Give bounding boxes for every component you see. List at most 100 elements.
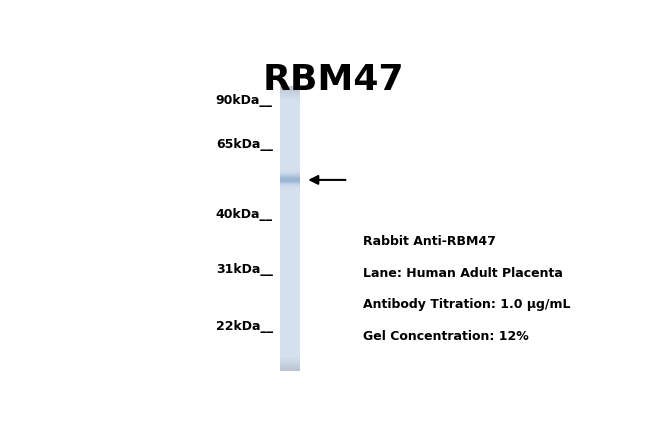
Bar bbox=[280, 127, 300, 128]
Bar bbox=[280, 261, 300, 262]
Bar bbox=[280, 132, 300, 133]
Bar bbox=[280, 172, 300, 173]
Bar bbox=[280, 163, 300, 165]
Bar bbox=[280, 117, 300, 118]
Bar bbox=[280, 263, 300, 264]
Bar bbox=[280, 194, 300, 195]
Bar bbox=[280, 232, 300, 233]
Bar bbox=[280, 137, 300, 138]
Bar bbox=[280, 152, 300, 153]
Bar bbox=[280, 135, 300, 136]
Bar bbox=[280, 128, 300, 130]
Bar bbox=[280, 347, 300, 349]
Bar bbox=[280, 271, 300, 273]
Bar bbox=[280, 318, 300, 319]
Bar bbox=[280, 155, 300, 156]
Bar bbox=[280, 256, 300, 257]
Bar bbox=[280, 130, 300, 131]
Bar bbox=[280, 200, 300, 201]
Bar bbox=[280, 93, 300, 94]
Bar bbox=[280, 97, 300, 98]
Bar bbox=[280, 366, 300, 367]
Bar bbox=[280, 234, 300, 235]
Bar bbox=[280, 91, 300, 92]
Bar bbox=[280, 158, 300, 159]
Bar bbox=[280, 143, 300, 144]
Bar bbox=[280, 279, 300, 280]
Bar bbox=[280, 90, 300, 92]
Bar bbox=[280, 315, 300, 316]
Text: Rabbit Anti-RBM47: Rabbit Anti-RBM47 bbox=[363, 235, 496, 248]
Bar bbox=[280, 188, 300, 189]
Bar bbox=[280, 140, 300, 142]
Bar bbox=[280, 308, 300, 310]
Bar bbox=[280, 359, 300, 360]
Bar bbox=[280, 222, 300, 223]
Bar bbox=[280, 264, 300, 265]
Bar bbox=[280, 323, 300, 324]
Bar bbox=[280, 250, 300, 251]
Bar bbox=[280, 253, 300, 254]
Bar bbox=[280, 283, 300, 284]
Bar bbox=[280, 324, 300, 326]
Bar bbox=[280, 180, 300, 181]
Bar bbox=[280, 156, 300, 157]
Bar bbox=[280, 153, 300, 154]
Bar bbox=[280, 139, 300, 140]
Bar bbox=[280, 360, 300, 362]
Bar bbox=[280, 242, 300, 243]
Bar bbox=[280, 204, 300, 205]
Bar bbox=[280, 197, 300, 198]
Bar bbox=[280, 195, 300, 197]
Bar bbox=[280, 270, 300, 271]
Bar bbox=[280, 316, 300, 317]
Text: 31kDa__: 31kDa__ bbox=[216, 263, 273, 276]
Bar bbox=[280, 344, 300, 346]
Bar bbox=[280, 87, 300, 89]
Bar bbox=[280, 277, 300, 278]
Bar bbox=[280, 356, 300, 357]
Bar bbox=[280, 129, 300, 130]
Bar bbox=[280, 224, 300, 225]
Bar bbox=[280, 181, 300, 182]
Bar bbox=[280, 351, 300, 352]
Bar bbox=[280, 154, 300, 155]
Bar bbox=[280, 165, 300, 166]
Bar bbox=[280, 338, 300, 339]
Bar bbox=[280, 336, 300, 337]
Bar bbox=[280, 89, 300, 91]
Bar bbox=[280, 219, 300, 220]
Bar bbox=[280, 310, 300, 311]
Bar bbox=[280, 345, 300, 346]
Bar bbox=[280, 359, 300, 361]
Bar bbox=[280, 94, 300, 95]
Bar bbox=[280, 370, 300, 371]
Bar bbox=[280, 110, 300, 111]
Bar bbox=[280, 294, 300, 295]
Bar bbox=[280, 275, 300, 276]
Text: Gel Concentration: 12%: Gel Concentration: 12% bbox=[363, 330, 529, 343]
Bar bbox=[280, 343, 300, 344]
Bar bbox=[280, 260, 300, 261]
Bar bbox=[280, 198, 300, 200]
Bar bbox=[280, 317, 300, 318]
Bar bbox=[280, 340, 300, 341]
Bar bbox=[280, 174, 300, 175]
Bar bbox=[280, 257, 300, 258]
Bar bbox=[280, 120, 300, 121]
Bar bbox=[280, 353, 300, 354]
Bar bbox=[280, 122, 300, 124]
Bar bbox=[280, 218, 300, 219]
Bar bbox=[280, 259, 300, 260]
Bar bbox=[280, 160, 300, 162]
Bar bbox=[280, 326, 300, 327]
Bar bbox=[280, 111, 300, 112]
Bar bbox=[280, 368, 300, 369]
Bar bbox=[280, 266, 300, 267]
Bar bbox=[280, 251, 300, 252]
Bar bbox=[280, 255, 300, 257]
Bar bbox=[280, 149, 300, 150]
Bar bbox=[280, 325, 300, 327]
Bar bbox=[280, 352, 300, 353]
Bar bbox=[280, 313, 300, 314]
